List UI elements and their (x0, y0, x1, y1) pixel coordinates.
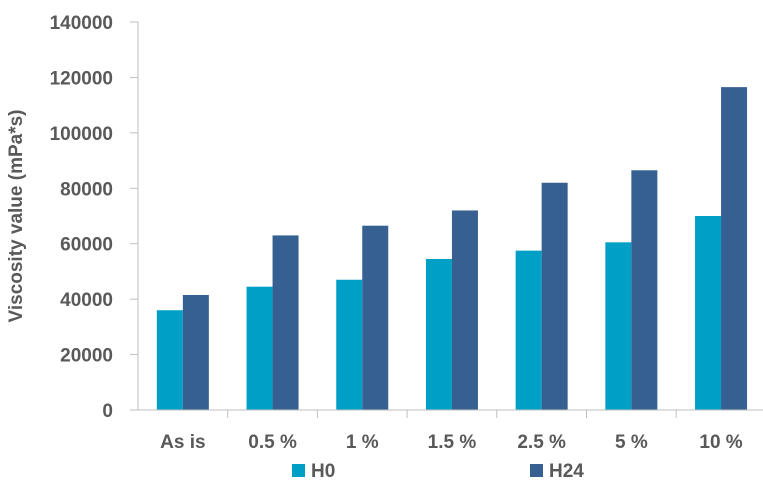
y-tick-label: 120000 (50, 68, 113, 89)
bar-h24-2 (362, 225, 389, 410)
bar-h24-4 (541, 182, 568, 410)
y-tick-label: 140000 (50, 13, 113, 34)
y-tick-label: 80000 (60, 179, 113, 200)
bar-h0-2 (336, 279, 363, 410)
bar-h24-6 (721, 87, 748, 410)
bar-h0-3 (425, 258, 452, 410)
bar-h24-3 (451, 210, 478, 410)
y-tick-label: 0 (102, 401, 113, 422)
y-axis-title: Viscosity value (mPa*s) (6, 110, 27, 323)
y-axis-ticks: 0 20000 40000 60000 80000 100000 120000 140000 (50, 13, 138, 422)
bar-h0-6 (695, 216, 722, 410)
x-tick-label: 2.5 % (517, 432, 566, 453)
bars (156, 87, 748, 410)
y-tick-label: 60000 (60, 235, 113, 256)
legend-swatch-h0 (292, 464, 305, 477)
x-tick-label: 1 % (346, 432, 379, 453)
x-tick-label: 1.5 % (428, 432, 477, 453)
legend-label-h0: H0 (311, 461, 335, 482)
legend: H0 H24 (292, 461, 584, 482)
bar-h0-5 (605, 242, 632, 410)
legend-label-h24: H24 (549, 461, 584, 482)
legend-swatch-h24 (530, 464, 543, 477)
bar-h0-4 (515, 250, 542, 410)
bar-h0-1 (246, 286, 273, 410)
y-tick-label: 40000 (60, 290, 113, 311)
x-tick-label: 10 % (699, 432, 742, 453)
bar-h24-5 (631, 170, 658, 410)
axes (137, 22, 763, 418)
bar-h24-1 (272, 235, 299, 410)
bar-h24-0 (182, 294, 209, 410)
x-axis-labels: As is 0.5 % 1 % 1.5 % 2.5 % 5 % 10 % (160, 432, 743, 453)
x-tick-label: As is (160, 432, 205, 453)
bar-h0-0 (156, 310, 183, 410)
x-tick-label: 0.5 % (248, 432, 297, 453)
y-tick-label: 100000 (50, 124, 113, 145)
x-tick-label: 5 % (615, 432, 648, 453)
y-tick-label: 20000 (60, 346, 113, 367)
